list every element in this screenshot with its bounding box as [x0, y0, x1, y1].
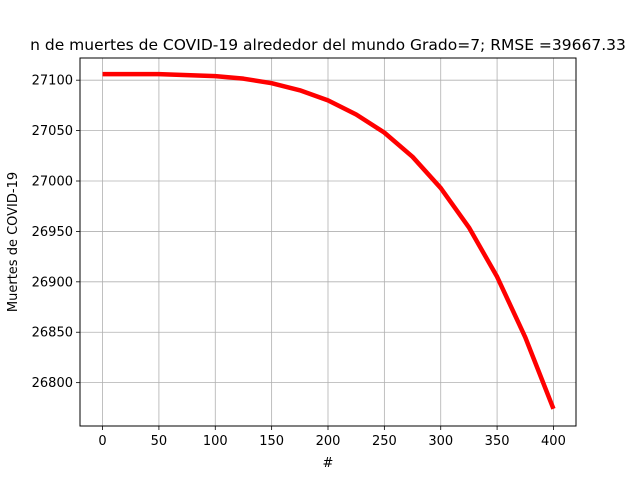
y-tick-label: 26900 [32, 275, 73, 290]
chart-title: n de muertes de COVID-19 alrededor del m… [30, 36, 626, 54]
y-tick-label: 27050 [32, 124, 73, 139]
x-tick-label: 100 [203, 434, 228, 449]
x-tick-label: 400 [541, 434, 566, 449]
y-tick-label: 27000 [32, 175, 73, 190]
x-tick-label: 350 [485, 434, 510, 449]
x-axis-label: # [323, 456, 334, 471]
x-tick-label: 0 [98, 434, 106, 449]
ticks: 0 50 100 150 200 250 300 350 400 26800 26850 26900 2… [32, 74, 566, 449]
series-line [102, 71, 556, 410]
x-tick-label: 200 [316, 434, 341, 449]
x-tick-label: 250 [372, 434, 397, 449]
x-tick-label: 300 [428, 434, 453, 449]
y-tick-label: 26850 [32, 326, 73, 341]
y-tick-label: 27100 [32, 74, 73, 89]
x-tick-label: 50 [151, 434, 168, 449]
y-tick-label: 26950 [32, 225, 73, 240]
y-axis-label: Muertes de COVID-19 [6, 172, 21, 312]
x-tick-label: 150 [259, 434, 284, 449]
grid [80, 58, 576, 426]
series-layer [102, 71, 556, 410]
y-tick-label: 26800 [32, 376, 73, 391]
